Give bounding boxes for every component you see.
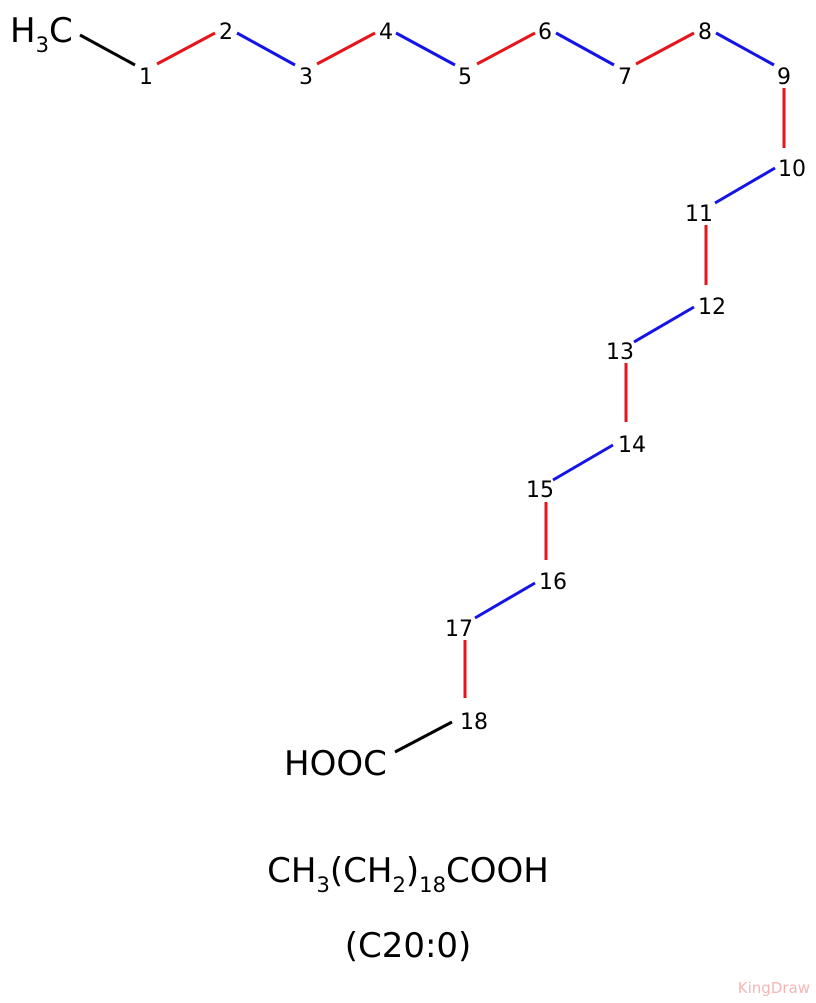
shorthand: (C20:0) [345, 926, 472, 966]
bond [474, 581, 536, 620]
atom-number: 9 [777, 65, 791, 90]
text-part: H [10, 11, 36, 51]
atom-number: 14 [618, 433, 646, 458]
bond [236, 31, 296, 67]
atom-number: 13 [606, 340, 634, 365]
formula: CH3(CH2)18COOH [267, 851, 549, 897]
bond [552, 443, 614, 482]
text-part: C [49, 11, 73, 51]
bond [635, 31, 695, 66]
atom-number: 17 [445, 617, 473, 642]
bond [476, 31, 536, 66]
methyl-label: H3C [10, 11, 73, 57]
bond [714, 166, 776, 205]
subscript: 3 [36, 32, 49, 57]
atom-number: 11 [685, 202, 713, 227]
text-part: ) [406, 851, 419, 891]
subscript: 2 [392, 872, 405, 897]
bond [633, 305, 695, 344]
bond [715, 31, 775, 67]
watermark: KingDraw [738, 979, 810, 997]
atom-number: 16 [539, 570, 567, 595]
atom-number: 4 [379, 20, 393, 45]
atom-number: 15 [526, 478, 554, 503]
text-part: (CH [330, 851, 393, 891]
atom-number: 5 [458, 65, 472, 90]
subscript: 18 [419, 872, 446, 897]
atom-number: 12 [698, 295, 726, 320]
text-part: COOH [446, 851, 549, 891]
atom-number: 6 [538, 20, 552, 45]
subscript: 3 [316, 872, 329, 897]
bond [79, 33, 136, 67]
bond [555, 31, 615, 67]
atom-number: 10 [778, 157, 806, 182]
atom-number: 2 [219, 20, 233, 45]
bond [395, 31, 456, 67]
text-part: CH [267, 851, 316, 891]
bond [156, 31, 216, 66]
atom-number: 8 [698, 20, 712, 45]
bonds [79, 31, 786, 754]
atom-number: 3 [299, 65, 313, 90]
atom-number: 1 [139, 65, 153, 90]
bond [394, 720, 453, 754]
bond [316, 31, 376, 66]
carboxyl-label: HOOC [284, 744, 387, 784]
atom-number: 18 [460, 710, 488, 735]
atom-number: 7 [618, 65, 632, 90]
